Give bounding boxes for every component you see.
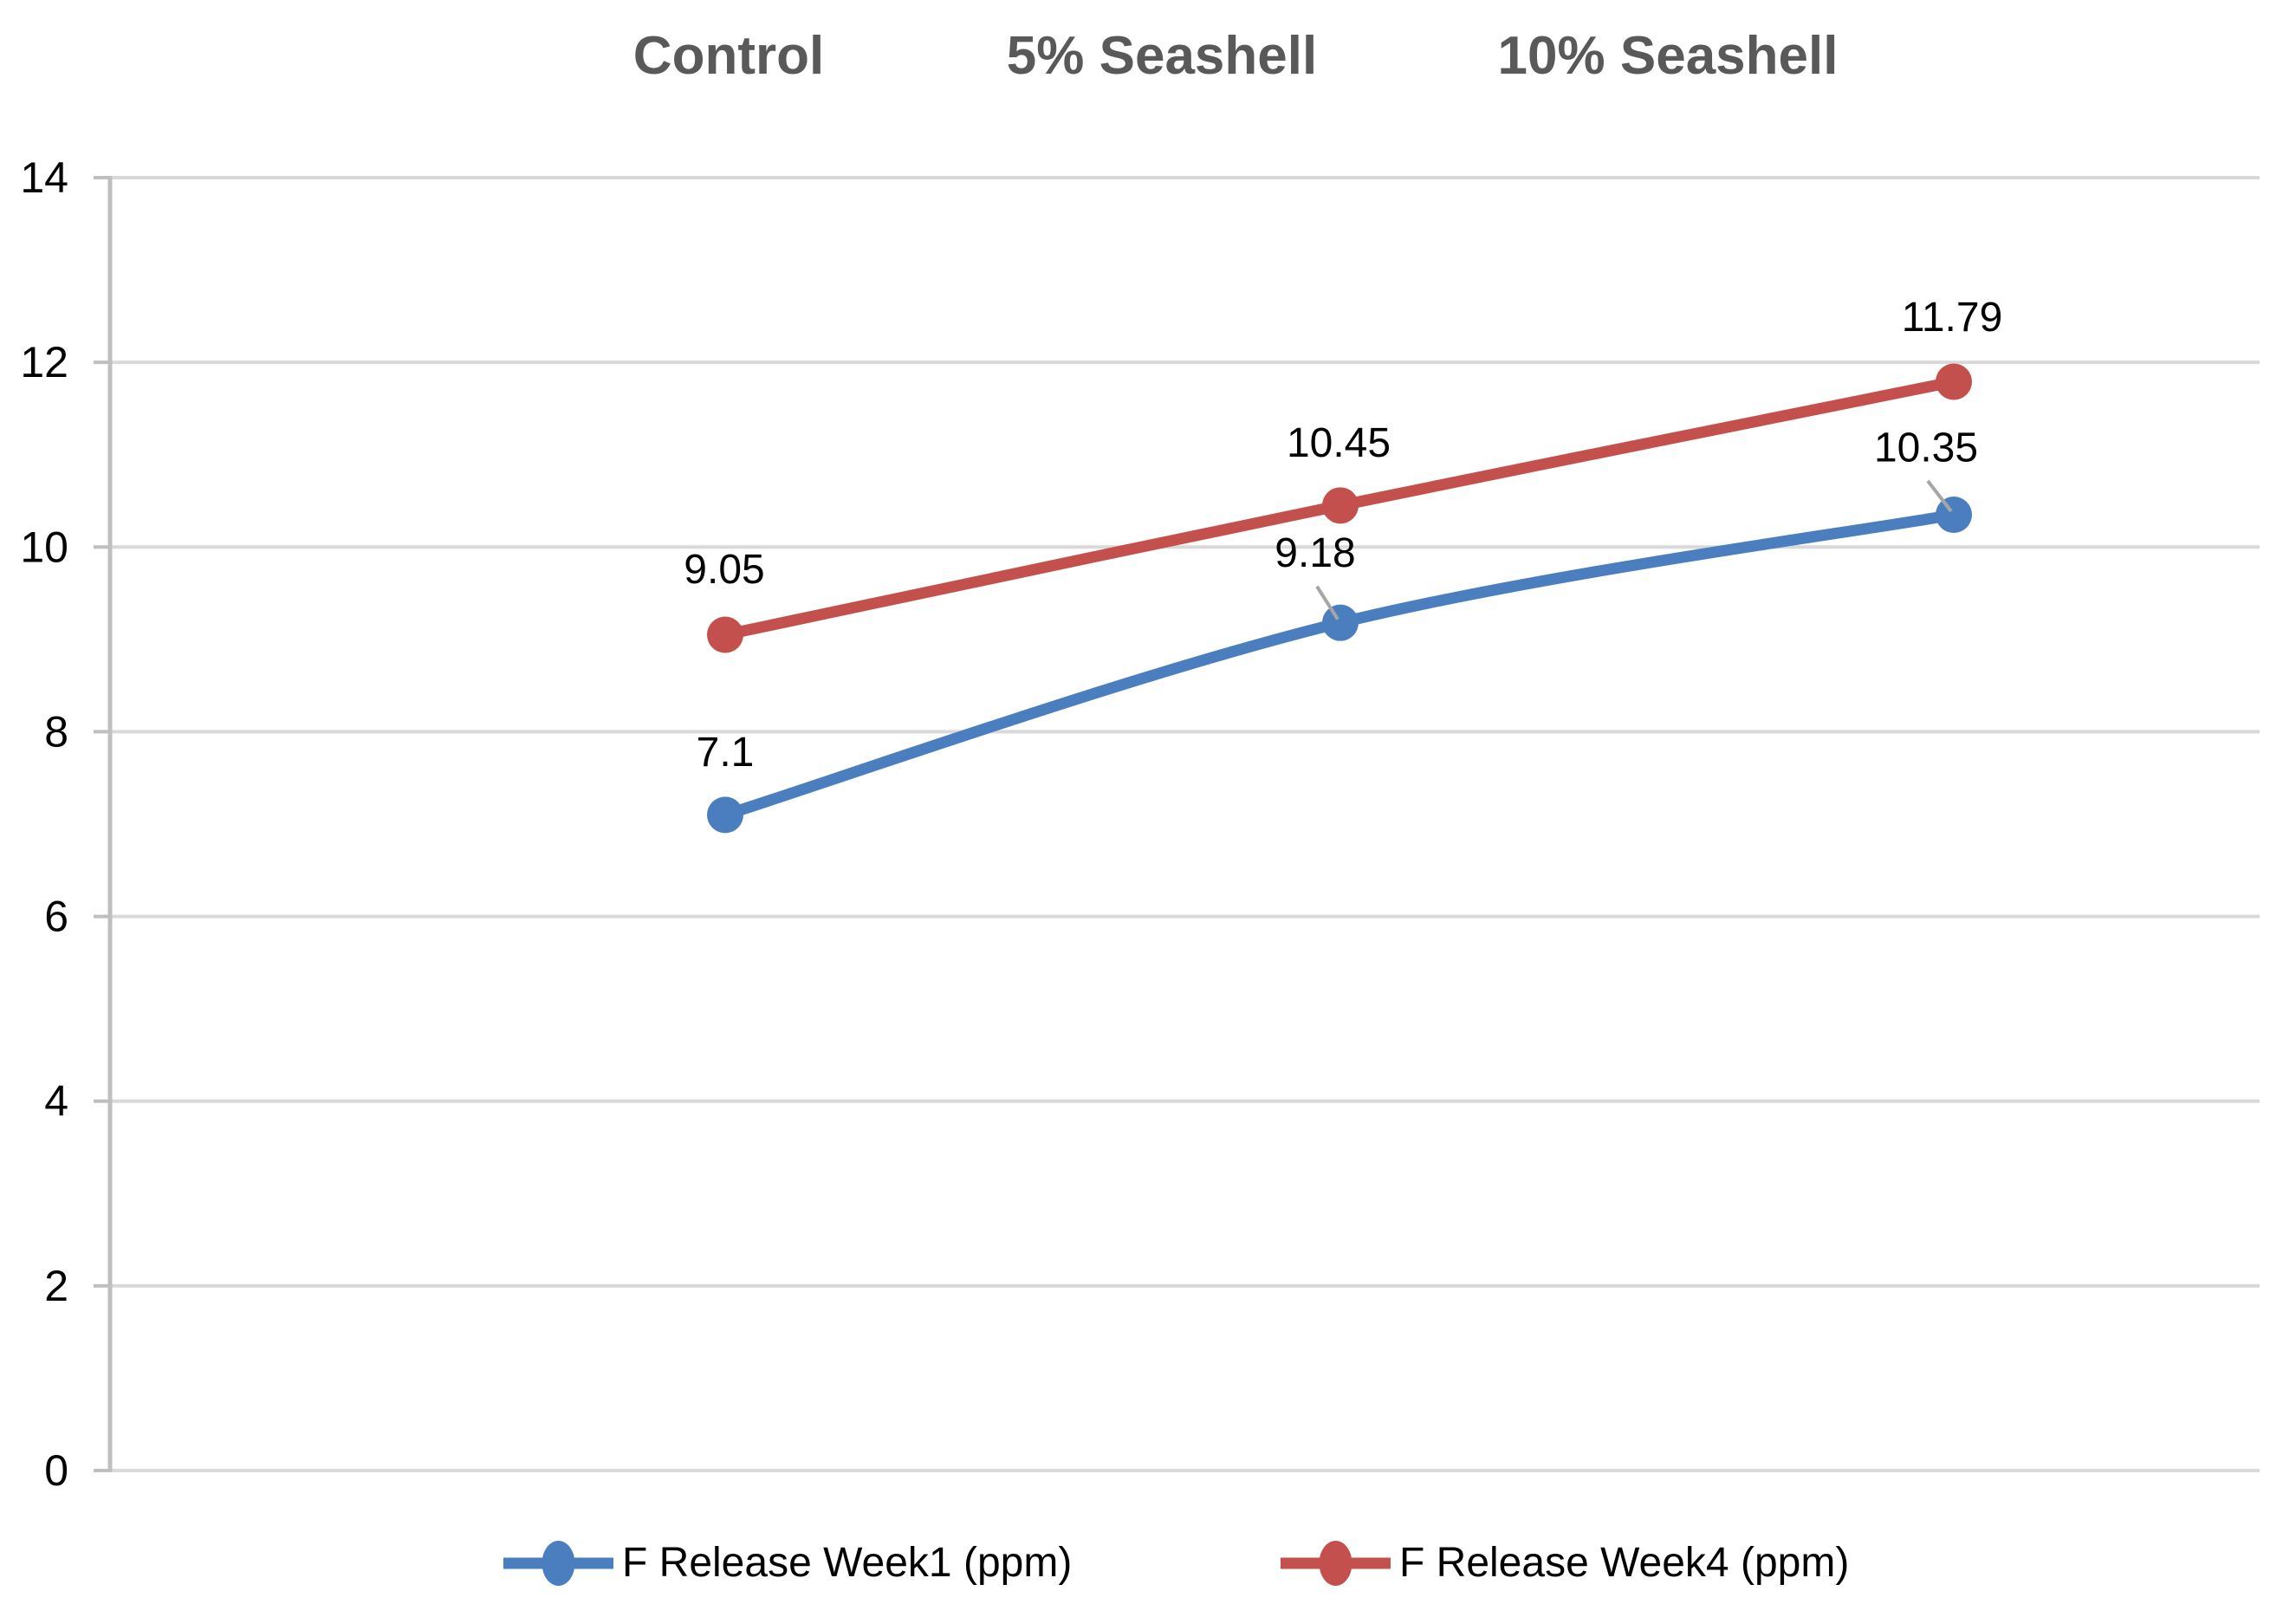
legend-label-week4: F Release Week4 (ppm) — [1399, 1540, 1850, 1586]
data-label-leader-line — [1926, 479, 1953, 513]
y-tick-label: 4 — [44, 1077, 68, 1126]
y-tick-label: 14 — [20, 153, 68, 202]
legend-marker-week1-icon — [503, 1541, 613, 1586]
data-label: 9.18 — [1274, 530, 1355, 576]
legend-item-week1: F Release Week1 (ppm) — [503, 1537, 1072, 1589]
data-point-marker-week1 — [707, 796, 743, 834]
data-label: 10.35 — [1874, 425, 1978, 471]
category-label-control: Control — [632, 26, 825, 86]
data-label: 10.45 — [1287, 420, 1391, 466]
y-tick-label: 8 — [44, 707, 68, 756]
category-label-10pct-seashell: 10% Seashell — [1497, 26, 1839, 86]
data-label: 9.05 — [684, 547, 764, 593]
y-tick-label: 2 — [44, 1262, 68, 1310]
legend-item-week4: F Release Week4 (ppm) — [1281, 1537, 1849, 1589]
data-point-marker-week4 — [1936, 363, 1972, 400]
data-point-marker-week4 — [707, 616, 743, 653]
category-label-5pct-seashell: 5% Seashell — [1006, 26, 1318, 86]
legend-marker-week4-icon — [1281, 1541, 1391, 1586]
data-label: 11.79 — [1902, 295, 2003, 341]
data-point-marker-week4 — [1322, 487, 1359, 524]
y-tick-label: 0 — [44, 1446, 68, 1495]
y-tick-label: 10 — [20, 523, 68, 571]
y-tick-label: 6 — [44, 893, 68, 941]
y-tick-label: 12 — [20, 338, 68, 386]
data-label-leader-line — [1315, 585, 1339, 620]
legend-label-week1: F Release Week1 (ppm) — [622, 1540, 1073, 1586]
data-point-marker-week1 — [1936, 496, 1972, 533]
data-point-marker-week1 — [1322, 604, 1359, 641]
data-label: 7.1 — [697, 730, 755, 776]
